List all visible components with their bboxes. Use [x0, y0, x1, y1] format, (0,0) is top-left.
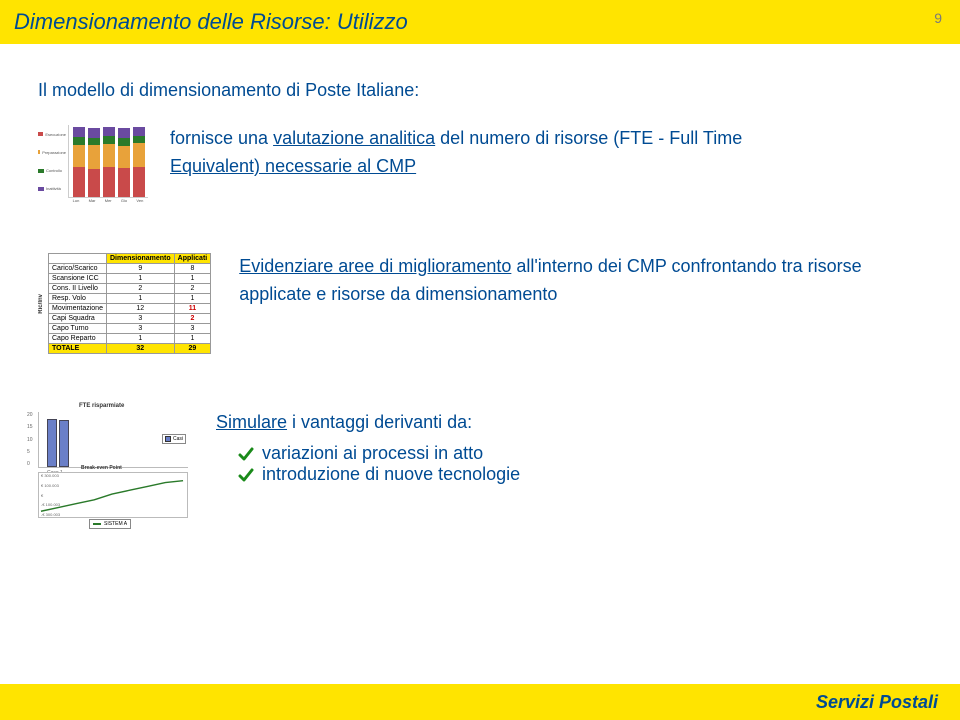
combo-bot-title: Break-even Point — [81, 465, 122, 471]
combo-bar — [47, 419, 57, 467]
bullet-text: introduzione di nuove tecnologie — [262, 464, 520, 485]
stacked-legend-item: Controllo — [38, 168, 66, 173]
block-1: Esecuzione Preparazione Controllo Inattivit… — [38, 125, 918, 203]
stacked-bar — [88, 128, 100, 197]
b3-rest: i vantaggi derivanti da: — [287, 412, 472, 432]
table-row: Capi Squadra32 — [49, 314, 211, 324]
table-row: Capo Reparto11 — [49, 334, 211, 344]
block3-text: Simulare i vantaggi derivanti da: variaz… — [216, 412, 520, 485]
stacked-chart: Esecuzione Preparazione Controllo Inattivit… — [38, 125, 148, 203]
table-row: Resp. Volo11 — [49, 294, 211, 304]
header-bar: Dimensionamento delle Risorse: Utilizzo — [0, 0, 960, 44]
stacked-bar — [118, 128, 130, 197]
body: Il modello di dimensionamento di Poste I… — [38, 80, 918, 518]
b1-pre: fornisce una — [170, 128, 273, 148]
table-header — [49, 254, 107, 264]
combo-bar — [59, 420, 69, 467]
stacked-bar — [73, 127, 85, 197]
slide-title: Dimensionamento delle Risorse: Utilizzo — [14, 9, 408, 35]
stacked-bar — [103, 127, 115, 197]
table-side-label: Ric/Inv — [38, 294, 44, 314]
block1-text: fornisce una valutazione analitica del n… — [170, 125, 742, 181]
table-row: Scansione ICC11 — [49, 274, 211, 284]
block-3: FTE risparmiate 05101520 Caso 1 Casi Bre… — [38, 412, 918, 518]
table-header: Dimensionamento — [106, 254, 174, 264]
b1-u2: Equivalent) necessarie al CMP — [170, 156, 416, 176]
check-icon — [238, 467, 254, 483]
bullet-line: variazioni ai processi in atto — [216, 443, 520, 464]
footer-bar: Servizi Postali — [0, 684, 960, 720]
table-row: Movimentazione1211 — [49, 304, 211, 314]
combo-bottom: Break-even Point -€ 300.003-€ 100.003€€ … — [38, 472, 188, 518]
table-wrap: Ric/Inv DimensionamentoApplicatiCarico/S… — [38, 253, 211, 354]
check-icon — [238, 446, 254, 462]
combo-chart: FTE risparmiate 05101520 Caso 1 Casi Bre… — [38, 412, 188, 518]
block-2: Ric/Inv DimensionamentoApplicatiCarico/S… — [38, 253, 918, 354]
slide: Dimensionamento delle Risorse: Utilizzo … — [0, 0, 960, 720]
b2-pre: Evidenziare aree di miglioramento — [239, 256, 511, 276]
b1-u1: valutazione analitica — [273, 128, 435, 148]
stacked-bar — [133, 127, 145, 197]
table-header: Applicati — [174, 254, 211, 264]
table-row: Carico/Scarico98 — [49, 264, 211, 274]
bullet-text: variazioni ai processi in atto — [262, 443, 483, 464]
table-row: Capo Turno33 — [49, 324, 211, 334]
combo-top-title: FTE risparmiate — [79, 403, 124, 409]
combo-top-legend-label: Casi — [173, 436, 183, 442]
block2-text: Evidenziare aree di miglioramento all'in… — [239, 253, 918, 309]
intro-line: Il modello di dimensionamento di Poste I… — [38, 80, 918, 101]
b3-pre: Simulare — [216, 412, 287, 432]
stacked-legend-item: Preparazione — [38, 150, 66, 155]
dimensionamento-table: DimensionamentoApplicatiCarico/Scarico98… — [48, 253, 211, 354]
table-row: Cons. II Livello22 — [49, 284, 211, 294]
stacked-legend-item: Inattività — [38, 186, 66, 191]
combo-bot-legend-label: SISTEM A — [104, 521, 127, 527]
combo-bot-legend: SISTEM A — [89, 519, 131, 529]
bullet-line: introduzione di nuove tecnologie — [216, 464, 520, 485]
page-number: 9 — [934, 10, 942, 26]
b1-mid: del numero di risorse (FTE - Full Time — [435, 128, 742, 148]
table-total-row: TOTALE3229 — [49, 344, 211, 354]
footer-text: Servizi Postali — [816, 692, 938, 713]
stacked-legend-item: Esecuzione — [38, 132, 66, 137]
b3-head: Simulare i vantaggi derivanti da: — [216, 412, 520, 433]
combo-top-legend: Casi — [162, 434, 186, 444]
